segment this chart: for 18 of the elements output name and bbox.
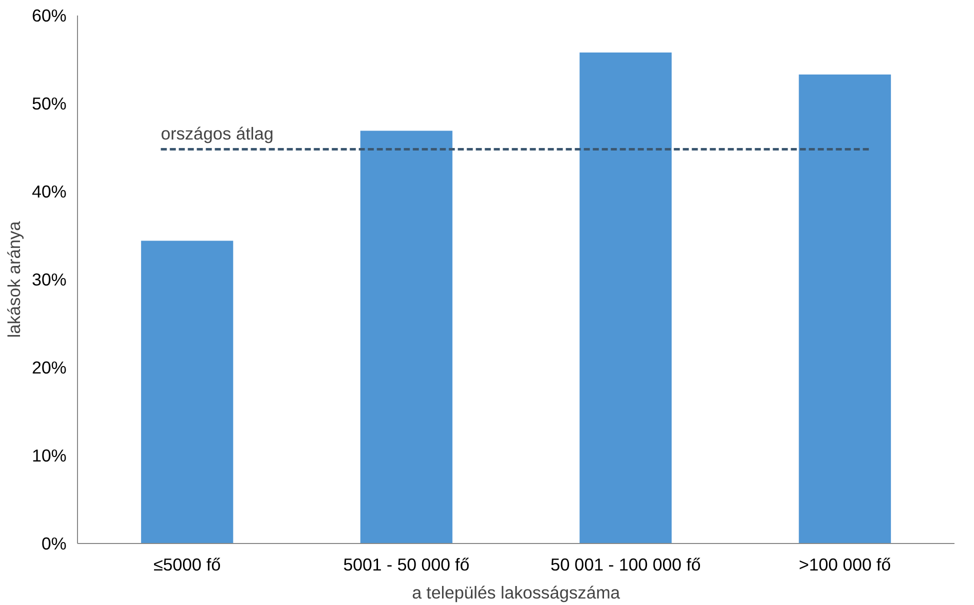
bar [580, 52, 672, 544]
bar [360, 130, 452, 544]
bar [141, 240, 234, 544]
y-tick-label: 30% [32, 270, 67, 290]
y-tick-label: 50% [32, 94, 67, 114]
y-tick-label: 0% [41, 534, 66, 554]
y-tick-label: 10% [32, 446, 67, 466]
y-axis-title: lakások aránya [4, 220, 24, 338]
y-tick-label: 40% [32, 182, 67, 202]
y-tick-label: 20% [32, 358, 67, 378]
x-tick-label: ≤5000 fő [153, 554, 221, 574]
x-axis-title: a település lakosságszáma [412, 582, 620, 602]
ref-line-label: országos átlag [160, 123, 274, 144]
y-tick-label: 60% [32, 6, 67, 26]
bar [798, 74, 891, 544]
x-tick-label: >100 000 fő [798, 554, 891, 574]
x-tick-label: 5001 - 50 000 fő [343, 554, 470, 574]
x-tick-label: 50 001 - 100 000 fő [550, 554, 701, 574]
